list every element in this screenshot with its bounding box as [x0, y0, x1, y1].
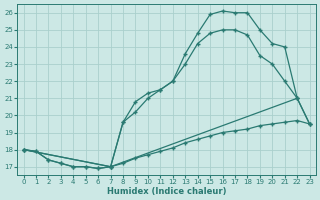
X-axis label: Humidex (Indice chaleur): Humidex (Indice chaleur) — [107, 187, 226, 196]
